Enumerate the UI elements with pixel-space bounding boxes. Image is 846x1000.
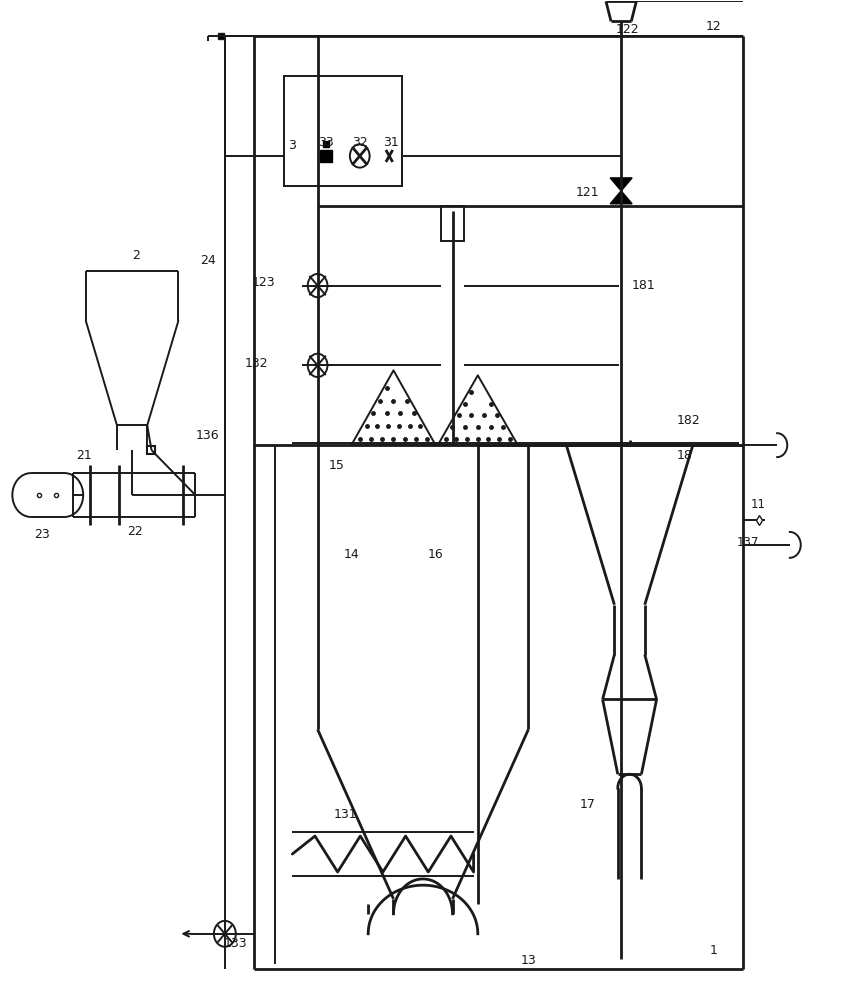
- Bar: [441, 206, 464, 241]
- Bar: [284, 76, 402, 186]
- Text: 11: 11: [751, 498, 766, 511]
- Text: 15: 15: [329, 459, 345, 472]
- Text: 18: 18: [677, 449, 692, 462]
- Text: 181: 181: [632, 279, 656, 292]
- Text: 137: 137: [737, 536, 759, 549]
- Text: 24: 24: [201, 254, 216, 267]
- Text: 123: 123: [252, 276, 276, 289]
- Text: 133: 133: [224, 937, 248, 950]
- Text: 121: 121: [575, 186, 599, 199]
- Text: 17: 17: [580, 798, 596, 811]
- Text: 32: 32: [352, 136, 368, 149]
- Text: 31: 31: [383, 136, 398, 149]
- Text: 3: 3: [288, 139, 296, 152]
- Text: 1: 1: [710, 944, 718, 957]
- Text: 13: 13: [520, 954, 536, 967]
- Text: 182: 182: [677, 414, 700, 427]
- Polygon shape: [610, 191, 632, 204]
- Text: 132: 132: [244, 357, 268, 370]
- Text: 33: 33: [318, 136, 334, 149]
- Text: 12: 12: [706, 20, 722, 33]
- Text: 136: 136: [196, 429, 220, 442]
- Text: 22: 22: [127, 525, 142, 538]
- Text: 14: 14: [343, 548, 360, 561]
- Text: 131: 131: [333, 808, 357, 821]
- Text: 16: 16: [428, 548, 443, 561]
- Text: 2: 2: [132, 249, 140, 262]
- Text: 122: 122: [615, 23, 639, 36]
- Text: 23: 23: [34, 528, 50, 541]
- Polygon shape: [610, 178, 632, 191]
- Text: 21: 21: [76, 449, 92, 462]
